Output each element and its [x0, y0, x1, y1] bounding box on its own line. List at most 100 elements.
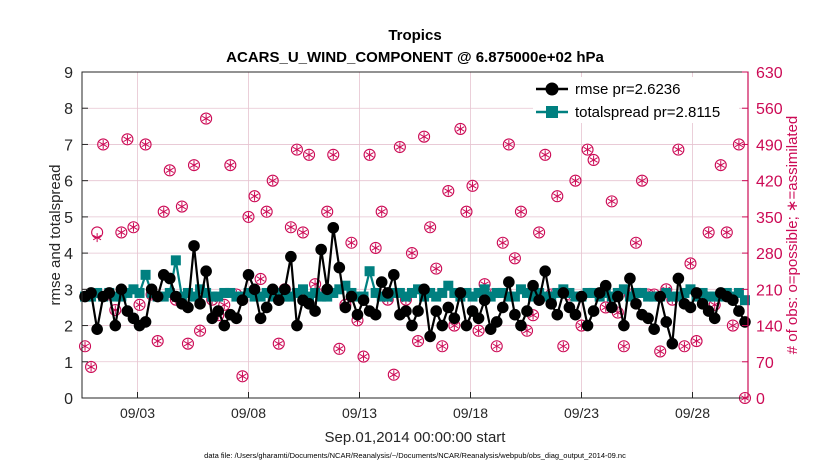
rmse-point — [279, 283, 291, 296]
obs-assimilated-marker — [153, 336, 162, 346]
obs-assimilated-marker — [492, 341, 501, 351]
totalspread-point — [685, 284, 696, 295]
asterisk-stroke — [444, 188, 453, 194]
right-tick-label: 490 — [756, 137, 783, 154]
totalspread-point — [679, 287, 690, 298]
obs-possible-marker — [151, 335, 164, 348]
obs-possible-marker — [460, 205, 473, 218]
obs-assimilated-marker — [92, 233, 102, 243]
totalspread-point — [733, 287, 744, 298]
totalspread-point — [637, 287, 648, 298]
right-tick-label: 210 — [756, 282, 783, 299]
legend-box — [533, 77, 739, 123]
asterisk-stroke — [135, 302, 144, 308]
asterisk-stroke — [335, 346, 344, 352]
totalspread-point — [328, 287, 339, 298]
asterisk-stroke — [183, 340, 193, 347]
obs-possible-marker — [587, 153, 600, 167]
rmse-point — [139, 316, 152, 328]
x-tick-label: 09/23 — [564, 405, 599, 421]
obs-assimilated-marker — [177, 202, 187, 212]
rmse-point — [194, 298, 206, 310]
totalspread-point — [176, 291, 187, 302]
totalspread-point — [643, 291, 654, 302]
rmse-point — [272, 294, 285, 307]
asterisk-stroke — [534, 229, 544, 236]
asterisk-stroke — [359, 353, 368, 360]
obs-possible-marker — [508, 252, 521, 265]
rmse-point — [388, 269, 400, 281]
totalspread-point — [207, 291, 218, 302]
totalspread-point — [243, 287, 254, 298]
rmse-point — [375, 276, 388, 288]
asterisk-stroke — [674, 146, 683, 153]
obs-possible-marker — [296, 226, 310, 239]
totalspread-point — [261, 287, 272, 298]
totalspread-point — [485, 291, 496, 302]
asterisk-stroke — [504, 141, 513, 148]
obs-assimilated-marker — [716, 160, 725, 170]
totalspread-point — [600, 287, 611, 298]
asterisk-stroke — [395, 144, 405, 150]
obs-assimilated-marker — [359, 352, 368, 362]
asterisk-stroke — [226, 162, 235, 168]
asterisk-stroke — [510, 255, 520, 261]
obs-assimilated-marker — [129, 222, 138, 232]
obs-possible-marker — [181, 337, 195, 350]
obs-assimilated-marker — [183, 339, 193, 349]
rmse-point — [442, 301, 455, 314]
obs-assimilated-marker — [256, 274, 265, 284]
obs-assimilated-marker — [704, 227, 713, 237]
rmse-point — [527, 279, 539, 292]
obs-possible-marker — [175, 200, 188, 213]
totalspread-point — [570, 291, 581, 302]
obs-assimilated-marker — [262, 207, 271, 217]
obs-assimilated-marker — [226, 160, 235, 170]
totalspread-point — [425, 287, 436, 298]
obs-possible-marker — [393, 140, 406, 154]
rmse-point — [109, 319, 122, 332]
totalspread-point — [388, 287, 399, 298]
obs-possible-marker — [272, 337, 285, 350]
rmse-point — [381, 287, 394, 299]
rmse-point — [690, 287, 703, 299]
obs-assimilated-marker — [238, 371, 247, 381]
obs-possible-marker — [194, 324, 207, 337]
asterisk-stroke — [637, 177, 647, 184]
asterisk-stroke — [686, 260, 695, 267]
rmse-point — [551, 308, 564, 321]
x-tick-label: 09/08 — [231, 405, 266, 421]
rmse-point — [309, 305, 321, 317]
obs-possible-marker — [411, 335, 425, 348]
obs-possible-marker — [581, 143, 594, 156]
rmse-series — [79, 221, 751, 350]
obs-possible-marker — [442, 184, 455, 198]
rmse-point — [218, 319, 231, 332]
rmse-point — [163, 272, 176, 285]
obs-assimilated-marker — [583, 145, 592, 155]
obs-possible-marker — [248, 190, 261, 203]
obs-possible-marker — [321, 205, 334, 218]
rmse-point — [496, 301, 509, 314]
totalspread-point — [225, 287, 236, 298]
obs-possible-marker — [436, 340, 449, 353]
totalspread-point — [618, 284, 629, 295]
rmse-point — [642, 312, 654, 325]
obs-possible-marker — [302, 148, 316, 161]
asterisk-stroke — [450, 322, 459, 329]
asterisk-stroke — [468, 183, 477, 189]
obs-possible-marker — [557, 340, 570, 353]
obs-possible-marker — [187, 159, 201, 172]
rmse-point — [618, 319, 630, 332]
obs-assimilated-marker — [165, 165, 174, 175]
obs-possible-marker — [502, 138, 515, 151]
grid — [82, 72, 748, 398]
obs-assimilated-marker — [619, 341, 629, 351]
obs-possible-marker — [654, 345, 667, 358]
obs-possible-marker — [78, 340, 92, 353]
rmse-point — [448, 312, 461, 325]
rmse-point — [424, 330, 436, 343]
rmse-point — [733, 305, 745, 317]
totalspread-point — [394, 287, 405, 298]
left-y-axis: 0 1 2 3 4 5 6 7 8 9 — [64, 65, 88, 408]
